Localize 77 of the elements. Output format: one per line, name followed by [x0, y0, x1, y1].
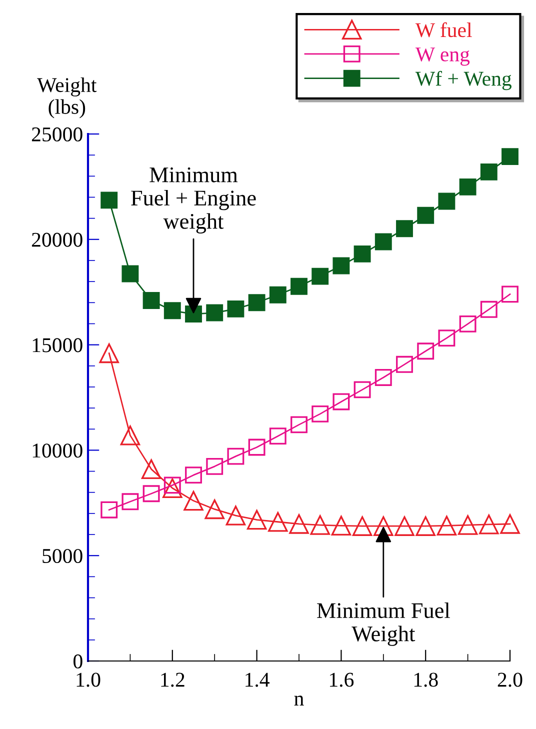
annotation: Minimum Fuel Weight	[317, 602, 450, 646]
point	[331, 516, 352, 536]
point	[312, 268, 329, 285]
x-tick-label: 2.0	[498, 672, 522, 687]
point	[100, 192, 118, 209]
point	[396, 220, 413, 238]
x-tick-label: 1.4	[246, 672, 270, 687]
point	[290, 278, 308, 295]
y-axis-title: Weight (lbs)	[37, 77, 97, 118]
point	[269, 428, 286, 445]
point	[438, 192, 456, 210]
point	[248, 438, 266, 456]
point	[142, 485, 160, 502]
point	[459, 315, 476, 332]
point	[394, 516, 414, 536]
point	[246, 510, 267, 530]
point	[417, 342, 434, 360]
point	[99, 343, 119, 364]
point	[438, 330, 456, 347]
point	[500, 514, 520, 534]
x-tick-label: 1.0	[76, 672, 100, 687]
x-tick-label: 1.2	[161, 672, 184, 687]
y-tick-label: 20000	[32, 232, 82, 247]
point	[141, 459, 162, 480]
point	[354, 381, 371, 398]
point	[184, 490, 204, 511]
point	[374, 369, 392, 386]
point	[354, 245, 371, 262]
point	[269, 286, 286, 304]
x-axis-title: n	[294, 696, 304, 706]
point	[122, 493, 139, 510]
point	[142, 292, 160, 310]
point	[206, 458, 224, 475]
point	[206, 304, 224, 322]
y-tick-label: 15000	[32, 338, 82, 352]
point	[480, 163, 498, 180]
point	[312, 405, 329, 422]
point	[332, 257, 350, 274]
point	[374, 516, 394, 536]
y-tick-label: 25000	[32, 127, 82, 142]
x-tick-label: 1.8	[414, 672, 438, 687]
point	[248, 294, 266, 312]
point	[374, 233, 392, 250]
y-tick-label: 5000	[42, 548, 82, 564]
point	[204, 499, 224, 520]
legend-label: Wf + Weng	[415, 70, 512, 90]
point	[502, 148, 518, 166]
point	[100, 501, 118, 518]
point	[268, 512, 288, 532]
point	[502, 286, 518, 303]
point	[396, 356, 413, 373]
point	[458, 515, 478, 535]
point	[332, 393, 350, 410]
point	[459, 178, 476, 196]
point	[120, 426, 140, 446]
point	[290, 416, 308, 434]
legend-label: W eng	[415, 48, 470, 66]
point	[480, 300, 498, 318]
point	[185, 466, 202, 484]
annotation: Minimum Fuel + Engine weight	[131, 167, 256, 234]
point	[436, 516, 457, 536]
point	[310, 515, 330, 535]
point	[122, 265, 139, 282]
point	[226, 506, 246, 526]
legend-label: W fuel	[415, 22, 472, 38]
point	[417, 206, 434, 224]
point	[289, 514, 309, 534]
point	[227, 300, 244, 318]
y-tick-label: 10000	[32, 444, 82, 458]
point	[416, 516, 436, 536]
point	[352, 516, 372, 536]
point	[164, 302, 181, 320]
point	[227, 448, 244, 465]
x-tick-label: 1.6	[330, 672, 354, 687]
y-tick-label: 0	[74, 654, 82, 668]
point	[162, 478, 182, 498]
point	[479, 514, 499, 534]
